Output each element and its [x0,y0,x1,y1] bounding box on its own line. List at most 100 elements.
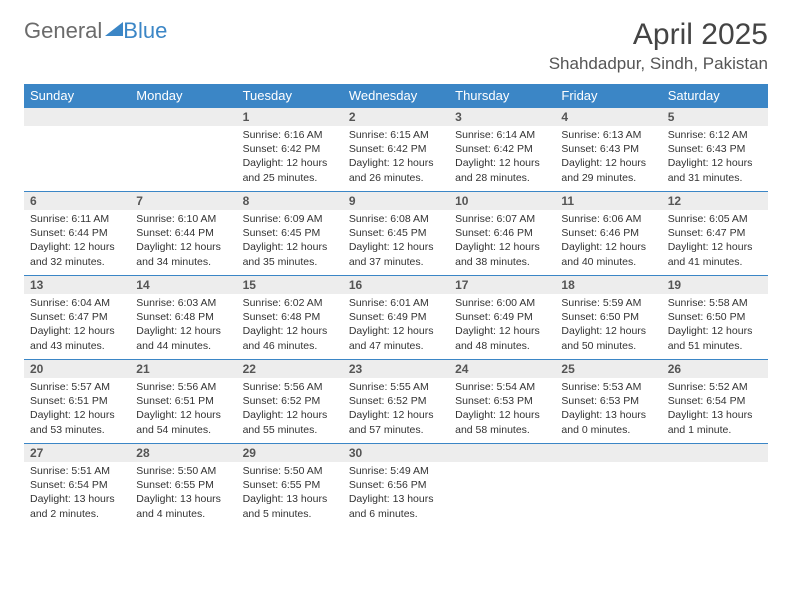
cell-details: Sunrise: 6:01 AMSunset: 6:49 PMDaylight:… [343,294,449,357]
day-number: 30 [343,444,449,462]
cell-details [555,462,661,468]
daylight2-text: and 46 minutes. [243,339,337,353]
day-number: 29 [237,444,343,462]
sunset-text: Sunset: 6:46 PM [455,226,549,240]
sunset-text: Sunset: 6:44 PM [136,226,230,240]
day-number: 16 [343,276,449,294]
cell-details: Sunrise: 6:13 AMSunset: 6:43 PMDaylight:… [555,126,661,189]
calendar-cell: 24Sunrise: 5:54 AMSunset: 6:53 PMDayligh… [449,360,555,444]
day-number: 8 [237,192,343,210]
cell-details: Sunrise: 6:07 AMSunset: 6:46 PMDaylight:… [449,210,555,273]
daylight2-text: and 5 minutes. [243,507,337,521]
cell-details: Sunrise: 5:49 AMSunset: 6:56 PMDaylight:… [343,462,449,525]
daylight1-text: Daylight: 12 hours [561,156,655,170]
daylight2-text: and 57 minutes. [349,423,443,437]
daylight1-text: Daylight: 12 hours [455,324,549,338]
sunset-text: Sunset: 6:44 PM [30,226,124,240]
day-number: 17 [449,276,555,294]
day-header: Sunday [24,84,130,108]
day-number: 6 [24,192,130,210]
calendar-cell [130,108,236,192]
sunrise-text: Sunrise: 6:10 AM [136,212,230,226]
day-number: 23 [343,360,449,378]
day-number [130,108,236,126]
calendar-cell [662,444,768,528]
daylight2-text: and 51 minutes. [668,339,762,353]
cell-details: Sunrise: 6:06 AMSunset: 6:46 PMDaylight:… [555,210,661,273]
daylight2-text: and 50 minutes. [561,339,655,353]
day-number [662,444,768,462]
daylight1-text: Daylight: 12 hours [136,408,230,422]
daylight2-text: and 29 minutes. [561,171,655,185]
calendar-cell: 8Sunrise: 6:09 AMSunset: 6:45 PMDaylight… [237,192,343,276]
sunrise-text: Sunrise: 5:53 AM [561,380,655,394]
day-number: 14 [130,276,236,294]
cell-details: Sunrise: 5:56 AMSunset: 6:52 PMDaylight:… [237,378,343,441]
sunset-text: Sunset: 6:48 PM [136,310,230,324]
sunset-text: Sunset: 6:42 PM [455,142,549,156]
daylight1-text: Daylight: 12 hours [349,324,443,338]
cell-details: Sunrise: 6:11 AMSunset: 6:44 PMDaylight:… [24,210,130,273]
cell-details: Sunrise: 5:50 AMSunset: 6:55 PMDaylight:… [237,462,343,525]
sunset-text: Sunset: 6:55 PM [243,478,337,492]
cell-details: Sunrise: 5:51 AMSunset: 6:54 PMDaylight:… [24,462,130,525]
calendar-cell: 5Sunrise: 6:12 AMSunset: 6:43 PMDaylight… [662,108,768,192]
daylight1-text: Daylight: 12 hours [136,240,230,254]
daylight1-text: Daylight: 12 hours [30,408,124,422]
daylight1-text: Daylight: 13 hours [349,492,443,506]
daylight2-text: and 6 minutes. [349,507,443,521]
sunset-text: Sunset: 6:56 PM [349,478,443,492]
daylight2-text: and 32 minutes. [30,255,124,269]
daylight2-text: and 47 minutes. [349,339,443,353]
daylight1-text: Daylight: 12 hours [668,240,762,254]
calendar-week-row: 1Sunrise: 6:16 AMSunset: 6:42 PMDaylight… [24,108,768,192]
daylight1-text: Daylight: 13 hours [136,492,230,506]
daylight1-text: Daylight: 13 hours [30,492,124,506]
sunrise-text: Sunrise: 6:09 AM [243,212,337,226]
sunset-text: Sunset: 6:46 PM [561,226,655,240]
cell-details: Sunrise: 6:14 AMSunset: 6:42 PMDaylight:… [449,126,555,189]
daylight1-text: Daylight: 12 hours [349,156,443,170]
daylight2-text: and 35 minutes. [243,255,337,269]
sunset-text: Sunset: 6:45 PM [349,226,443,240]
calendar-cell: 30Sunrise: 5:49 AMSunset: 6:56 PMDayligh… [343,444,449,528]
sunset-text: Sunset: 6:43 PM [561,142,655,156]
daylight2-text: and 43 minutes. [30,339,124,353]
day-number: 18 [555,276,661,294]
calendar-cell: 15Sunrise: 6:02 AMSunset: 6:48 PMDayligh… [237,276,343,360]
calendar-cell: 22Sunrise: 5:56 AMSunset: 6:52 PMDayligh… [237,360,343,444]
calendar-cell [24,108,130,192]
cell-details: Sunrise: 5:59 AMSunset: 6:50 PMDaylight:… [555,294,661,357]
day-number: 24 [449,360,555,378]
sunset-text: Sunset: 6:48 PM [243,310,337,324]
sunset-text: Sunset: 6:54 PM [668,394,762,408]
cell-details: Sunrise: 5:55 AMSunset: 6:52 PMDaylight:… [343,378,449,441]
day-number: 10 [449,192,555,210]
calendar-week-row: 6Sunrise: 6:11 AMSunset: 6:44 PMDaylight… [24,192,768,276]
daylight2-text: and 4 minutes. [136,507,230,521]
calendar-cell: 16Sunrise: 6:01 AMSunset: 6:49 PMDayligh… [343,276,449,360]
sunset-text: Sunset: 6:49 PM [455,310,549,324]
day-number: 1 [237,108,343,126]
cell-details: Sunrise: 5:52 AMSunset: 6:54 PMDaylight:… [662,378,768,441]
header: General Blue April 2025 Shahdadpur, Sind… [24,18,768,74]
day-number: 25 [555,360,661,378]
daylight1-text: Daylight: 13 hours [243,492,337,506]
cell-details: Sunrise: 6:08 AMSunset: 6:45 PMDaylight:… [343,210,449,273]
calendar-cell [449,444,555,528]
daylight1-text: Daylight: 12 hours [455,156,549,170]
sunrise-text: Sunrise: 6:11 AM [30,212,124,226]
sunset-text: Sunset: 6:45 PM [243,226,337,240]
daylight1-text: Daylight: 12 hours [561,240,655,254]
calendar-cell: 17Sunrise: 6:00 AMSunset: 6:49 PMDayligh… [449,276,555,360]
logo-word-1: General [24,18,102,44]
day-number [24,108,130,126]
day-number: 3 [449,108,555,126]
sunset-text: Sunset: 6:55 PM [136,478,230,492]
calendar-cell: 18Sunrise: 5:59 AMSunset: 6:50 PMDayligh… [555,276,661,360]
cell-details [24,126,130,132]
cell-details: Sunrise: 6:04 AMSunset: 6:47 PMDaylight:… [24,294,130,357]
sunrise-text: Sunrise: 5:51 AM [30,464,124,478]
cell-details: Sunrise: 6:15 AMSunset: 6:42 PMDaylight:… [343,126,449,189]
day-number: 12 [662,192,768,210]
